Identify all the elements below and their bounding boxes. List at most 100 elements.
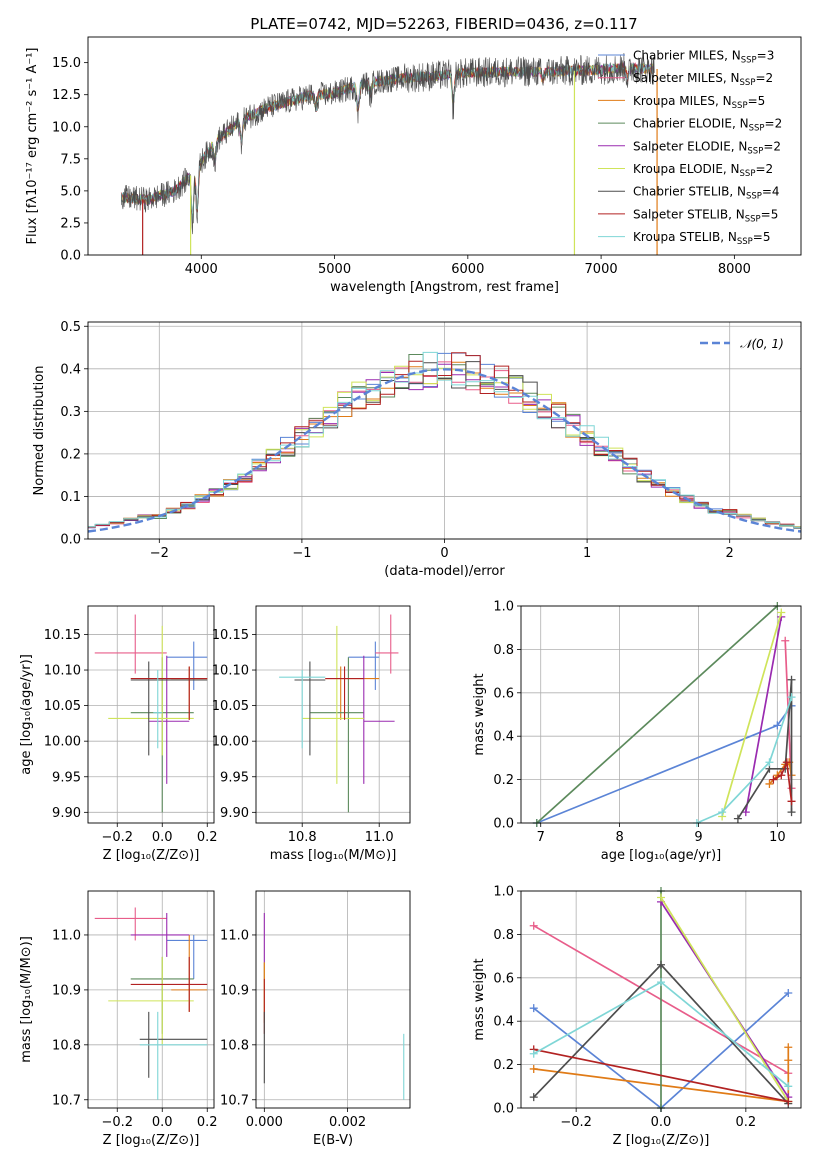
y-tick-label: 1.0 (493, 600, 514, 615)
weight-marker-salpeter_stelib (787, 797, 796, 806)
y-tick-label: 10.8 (52, 1038, 81, 1053)
y-tick-label: 0.2 (493, 1058, 514, 1073)
x-tick-label: 1 (583, 546, 591, 561)
x-tick-label: 0.0 (152, 830, 173, 845)
weight-line-kroupa_stelib (696, 696, 793, 824)
y-tick-label: 0.2 (493, 773, 514, 788)
weight-marker-salpeter_stelib (782, 758, 791, 767)
x-tick-label: 7 (537, 830, 545, 845)
y-tick-label: 0.1 (60, 490, 81, 505)
legend-entry-salpeter_miles: Salpeter MILES, NSSP=2 (633, 71, 773, 88)
y-axis-label: mass [log₁₀(M/M⊙)] (19, 936, 34, 1063)
y-axis-label: mass weight (472, 958, 487, 1040)
x-tick-label: −0.2 (560, 1115, 592, 1130)
spectrum-data-line (121, 52, 655, 235)
x-tick-label: 0.002 (329, 1115, 366, 1130)
y-axis-label: Normed distribution (32, 366, 47, 496)
histogram-steps (88, 351, 801, 533)
y-tick-label: 10.15 (44, 628, 81, 643)
axes-frame (87, 890, 215, 1109)
weight_vs_age-panel: 7 8 9 10 0.0 0.2 0.4 0.6 0.8 1.0 age [log₁₀(age/yr… (472, 600, 802, 863)
x-tick-label: 7000 (585, 262, 618, 277)
age_vs_Z-errorbars (94, 614, 208, 813)
y-tick-label: 15.0 (52, 56, 81, 71)
y-tick-label: 5.0 (60, 184, 81, 199)
x-tick-label: 0.2 (736, 1115, 757, 1130)
weight-line-salpeter_elodie (744, 616, 783, 813)
weight-marker-salpeter_stelib (777, 771, 786, 780)
y-tick-label: 10.7 (52, 1093, 81, 1108)
y-tick-label: 7.5 (60, 152, 81, 167)
age_vs_mass-panel: 10.8 11.0 9.90 9.95 10.00 10.05 10.10 10.15 mass… (212, 605, 411, 863)
y-tick-label: 0.4 (493, 1015, 514, 1030)
legend-entry-salpeter_stelib: Salpeter STELIB, NSSP=5 (633, 207, 778, 224)
x-tick-label: 0.2 (197, 1115, 218, 1130)
weight-marker-kroupa_miles (784, 1043, 793, 1052)
y-tick-label: 10.00 (44, 735, 81, 750)
axes-frame (87, 605, 215, 824)
legend-entry-kroupa_miles: Kroupa MILES, NSSP=5 (633, 94, 765, 111)
histogram-salpeter_miles (88, 361, 801, 528)
x-tick-label: 10 (769, 830, 786, 845)
y-tick-label: 10.05 (212, 699, 249, 714)
weight-marker-kroupa_stelib (718, 808, 727, 817)
y-tick-label: 0.6 (493, 686, 514, 701)
weight_vs_Z-panel: −0.2 0.0 0.2 0.0 0.2 0.4 0.6 0.8 1.0 Z [log₁₀(Z/Z… (472, 885, 802, 1148)
y-tick-label: 0.8 (493, 928, 514, 943)
y-tick-label: 0.0 (493, 1102, 514, 1117)
weight-marker-salpeter_stelib (784, 1097, 793, 1106)
axes-frame (520, 605, 802, 824)
weight-marker-chabrier_stelib (657, 960, 665, 969)
y-tick-label: 9.90 (52, 806, 81, 821)
weight-line-kroupa_elodie (660, 897, 790, 1102)
y-tick-label: 0.0 (60, 249, 81, 264)
x-axis-label: wavelength [Angstrom, rest frame] (330, 280, 559, 295)
y-tick-label: 0.5 (60, 320, 81, 335)
axes-frame (255, 890, 411, 1109)
x-tick-label: 0.0 (651, 1115, 672, 1130)
y-tick-label: 10.10 (44, 664, 81, 679)
y-tick-label: 10.0 (52, 120, 81, 135)
weight-marker-chabrier_miles (784, 988, 793, 997)
y-tick-label: 9.95 (52, 770, 81, 785)
x-tick-label: −0.2 (101, 830, 133, 845)
y-axis-label: mass weight (472, 673, 487, 755)
legend-entry-chabrier_miles: Chabrier MILES, NSSP=3 (633, 49, 774, 66)
y-tick-label: 0.6 (493, 971, 514, 986)
x-tick-label: 0.0 (152, 1115, 173, 1130)
y-tick-label: 10.8 (220, 1038, 249, 1053)
weight-marker-kroupa_stelib (787, 693, 796, 702)
weight-marker-kroupa_miles (765, 779, 774, 788)
x-axis-label: E(B-V) (313, 1133, 353, 1148)
axes-frame (87, 36, 802, 256)
weight-marker-kroupa_miles (784, 1056, 793, 1065)
x-tick-label: 10.8 (288, 830, 317, 845)
weight-marker-chabrier_stelib (787, 675, 796, 684)
normal-curve (88, 368, 801, 533)
weight-marker-chabrier_stelib (733, 814, 742, 823)
x-tick-label: 2 (726, 546, 734, 561)
weight_vs_Z-lines (529, 887, 793, 1112)
residuals-panel: −2 −1 0 1 2 0.0 0.1 0.2 0.3 0.4 0.5 (data-model)/er… (32, 320, 802, 579)
weight-marker-chabrier_stelib (529, 1093, 538, 1102)
y-tick-label: 11.0 (220, 928, 249, 943)
weight-marker-salpeter_elodie (741, 808, 750, 817)
weight-line-salpeter_stelib (772, 758, 793, 802)
x-axis-label: Z [log₁₀(Z/Z⊙)] (103, 1133, 200, 1148)
y-tick-label: 0.4 (493, 730, 514, 745)
histogram-salpeter_elodie (88, 363, 801, 529)
mass_vs_Z-errorbars (94, 907, 208, 1100)
y-tick-label: 10.05 (44, 699, 81, 714)
y-tick-label: 0.8 (493, 643, 514, 658)
x-tick-label: 5000 (318, 262, 351, 277)
y-tick-label: 10.7 (220, 1093, 249, 1108)
x-axis-label: Z [log₁₀(Z/Z⊙)] (613, 1133, 710, 1148)
y-axis-label: age [log₁₀(age/yr)] (19, 654, 34, 775)
x-tick-label: 9 (694, 830, 702, 845)
weight-marker-salpeter_miles (781, 636, 790, 645)
x-tick-label: 0.2 (197, 830, 218, 845)
y-tick-label: 1.0 (493, 885, 514, 900)
weight-marker-kroupa_stelib (529, 1049, 538, 1058)
weight-marker-kroupa_elodie (657, 893, 665, 902)
